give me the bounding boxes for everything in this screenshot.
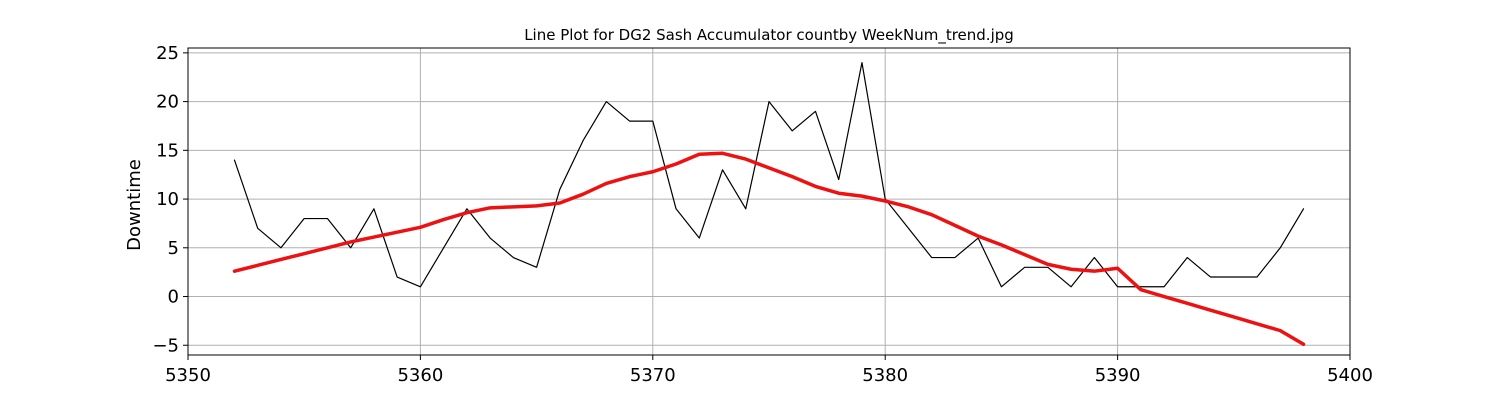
grid: [187, 48, 1351, 355]
y-tick-label: 15: [156, 140, 179, 161]
y-tick-label: 25: [156, 43, 179, 64]
x-tick-label: 5390: [1095, 365, 1141, 386]
y-axis: −5 0 5 10 15 20 25: [152, 43, 188, 356]
y-tick-label: 5: [168, 238, 179, 259]
series-line-data: [233, 62, 1305, 288]
y-tick-label: −5: [152, 335, 179, 356]
x-axis: 5350 5360 5370 5380 5390 5400: [165, 355, 1373, 386]
x-tick-label: 5370: [630, 365, 676, 386]
y-tick-label: 0: [168, 287, 179, 308]
y-tick-label: 10: [156, 189, 179, 210]
x-tick-label: 5360: [397, 365, 443, 386]
plot-frame: [187, 47, 1351, 356]
series-line-trend: [232, 151, 1306, 347]
y-axis-label: Downtime: [124, 159, 145, 251]
series-layer: [232, 62, 1306, 347]
chart-title: Line Plot for DG2 Sash Accumulator count…: [524, 26, 1014, 45]
x-tick-label: 5380: [862, 365, 908, 386]
x-tick-label: 5400: [1327, 365, 1373, 386]
y-tick-label: 20: [156, 92, 179, 113]
x-tick-label: 5350: [165, 365, 211, 386]
